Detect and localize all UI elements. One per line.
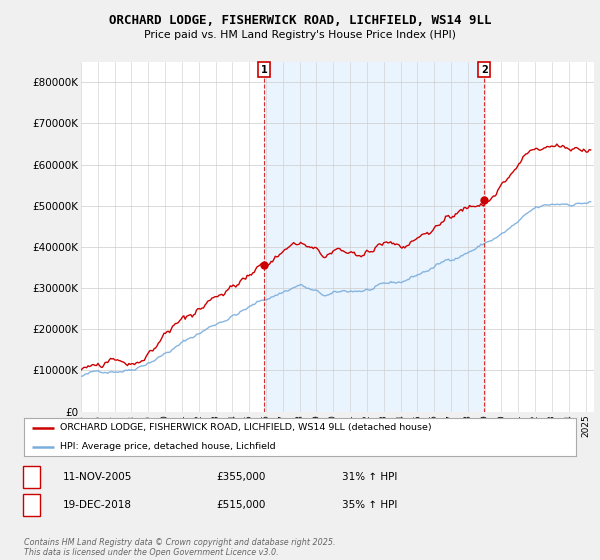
Text: 1: 1 — [28, 472, 35, 482]
Text: £355,000: £355,000 — [216, 472, 265, 482]
Text: ORCHARD LODGE, FISHERWICK ROAD, LICHFIELD, WS14 9LL (detached house): ORCHARD LODGE, FISHERWICK ROAD, LICHFIEL… — [60, 423, 431, 432]
Text: 19-DEC-2018: 19-DEC-2018 — [63, 500, 132, 510]
Text: £515,000: £515,000 — [216, 500, 265, 510]
Text: 2: 2 — [28, 500, 35, 510]
Text: 31% ↑ HPI: 31% ↑ HPI — [342, 472, 397, 482]
Text: ORCHARD LODGE, FISHERWICK ROAD, LICHFIELD, WS14 9LL: ORCHARD LODGE, FISHERWICK ROAD, LICHFIEL… — [109, 14, 491, 27]
Text: HPI: Average price, detached house, Lichfield: HPI: Average price, detached house, Lich… — [60, 442, 275, 451]
Text: Contains HM Land Registry data © Crown copyright and database right 2025.
This d: Contains HM Land Registry data © Crown c… — [24, 538, 335, 557]
Text: 11-NOV-2005: 11-NOV-2005 — [63, 472, 133, 482]
Text: Price paid vs. HM Land Registry's House Price Index (HPI): Price paid vs. HM Land Registry's House … — [144, 30, 456, 40]
Text: 35% ↑ HPI: 35% ↑ HPI — [342, 500, 397, 510]
Bar — [264, 62, 484, 412]
Text: 2: 2 — [481, 65, 488, 75]
Text: 1: 1 — [260, 65, 267, 75]
